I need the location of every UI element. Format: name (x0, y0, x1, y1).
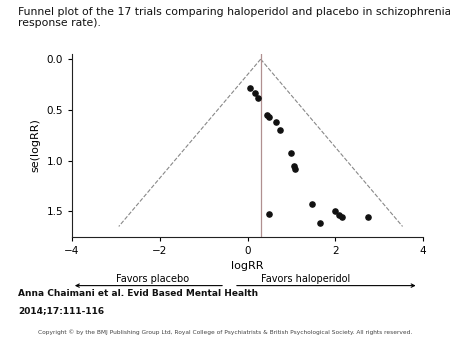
Point (264, 112, 271, 118)
Text: EBMH: EBMH (364, 299, 419, 313)
Point (255, 95, 262, 100)
Point (364, 215, 372, 220)
Text: 2014;17:111-116: 2014;17:111-116 (18, 306, 104, 315)
Point (272, 119, 279, 125)
Point (338, 215, 346, 220)
Y-axis label: se(logRR): se(logRR) (31, 118, 41, 172)
Point (332, 209, 339, 214)
Text: Favors haloperidol: Favors haloperidol (261, 274, 351, 284)
Point (309, 201, 316, 207)
Point (288, 151, 295, 156)
Point (290, 163, 297, 168)
Point (277, 127, 284, 133)
Point (246, 85, 253, 90)
Text: Copyright © by the BMJ Publishing Group Ltd, Royal College of Psychiatrists & Br: Copyright © by the BMJ Publishing Group … (38, 329, 412, 335)
Point (316, 221, 324, 226)
Text: Favors placebo: Favors placebo (117, 274, 189, 284)
Point (335, 213, 342, 218)
Point (291, 166, 298, 171)
Text: Anna Chaimani et al. Evid Based Mental Health: Anna Chaimani et al. Evid Based Mental H… (18, 289, 258, 298)
Point (266, 114, 273, 120)
X-axis label: logRR: logRR (231, 261, 264, 271)
Point (252, 90, 259, 95)
Text: Funnel plot of the 17 trials comparing haloperidol and placebo in schizophrenia : Funnel plot of the 17 trials comparing h… (18, 7, 450, 28)
Point (265, 212, 272, 217)
